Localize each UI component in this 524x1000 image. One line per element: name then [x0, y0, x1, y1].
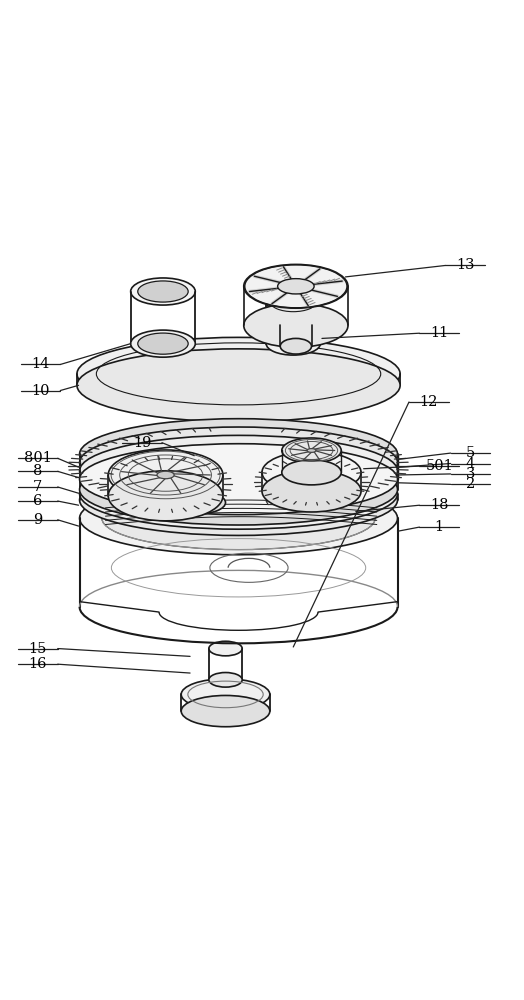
Text: 9: 9	[33, 513, 42, 527]
Text: 3: 3	[466, 467, 475, 481]
Text: 801: 801	[24, 451, 52, 465]
Ellipse shape	[282, 438, 341, 463]
Ellipse shape	[80, 482, 398, 555]
Ellipse shape	[77, 349, 400, 422]
Text: 7: 7	[33, 480, 42, 494]
Text: 15: 15	[29, 642, 47, 656]
Ellipse shape	[138, 281, 188, 302]
Ellipse shape	[108, 450, 223, 500]
Ellipse shape	[130, 278, 195, 305]
Ellipse shape	[266, 332, 320, 355]
Ellipse shape	[168, 491, 225, 514]
Text: 10: 10	[31, 384, 50, 398]
Ellipse shape	[280, 338, 311, 354]
Text: 6: 6	[33, 494, 42, 508]
Ellipse shape	[130, 330, 195, 357]
Ellipse shape	[209, 641, 242, 656]
Text: 2: 2	[466, 477, 475, 491]
Ellipse shape	[80, 454, 398, 525]
Ellipse shape	[282, 460, 341, 485]
Ellipse shape	[181, 679, 270, 710]
Text: 14: 14	[31, 357, 50, 371]
Ellipse shape	[181, 695, 270, 727]
Ellipse shape	[80, 427, 398, 498]
Text: 501: 501	[425, 459, 453, 473]
Ellipse shape	[266, 290, 320, 313]
Ellipse shape	[307, 449, 316, 452]
Text: 1: 1	[434, 520, 444, 534]
Ellipse shape	[77, 337, 400, 410]
Ellipse shape	[80, 419, 398, 490]
Text: 5: 5	[466, 446, 475, 460]
Ellipse shape	[157, 471, 174, 479]
Text: 18: 18	[430, 498, 449, 512]
Ellipse shape	[278, 279, 314, 294]
Text: 11: 11	[430, 326, 449, 340]
Ellipse shape	[108, 471, 223, 521]
Text: 19: 19	[133, 436, 151, 450]
Ellipse shape	[244, 264, 348, 308]
Ellipse shape	[209, 673, 242, 687]
Ellipse shape	[244, 303, 348, 347]
Text: 12: 12	[420, 395, 438, 409]
Ellipse shape	[80, 465, 398, 535]
Text: 8: 8	[33, 464, 42, 478]
Ellipse shape	[80, 444, 398, 515]
Ellipse shape	[80, 458, 398, 529]
Ellipse shape	[102, 487, 375, 550]
Ellipse shape	[138, 333, 188, 354]
Text: 13: 13	[456, 258, 475, 272]
Text: 4: 4	[466, 457, 475, 471]
Ellipse shape	[262, 470, 361, 512]
Ellipse shape	[80, 435, 398, 506]
Text: 16: 16	[29, 657, 47, 671]
